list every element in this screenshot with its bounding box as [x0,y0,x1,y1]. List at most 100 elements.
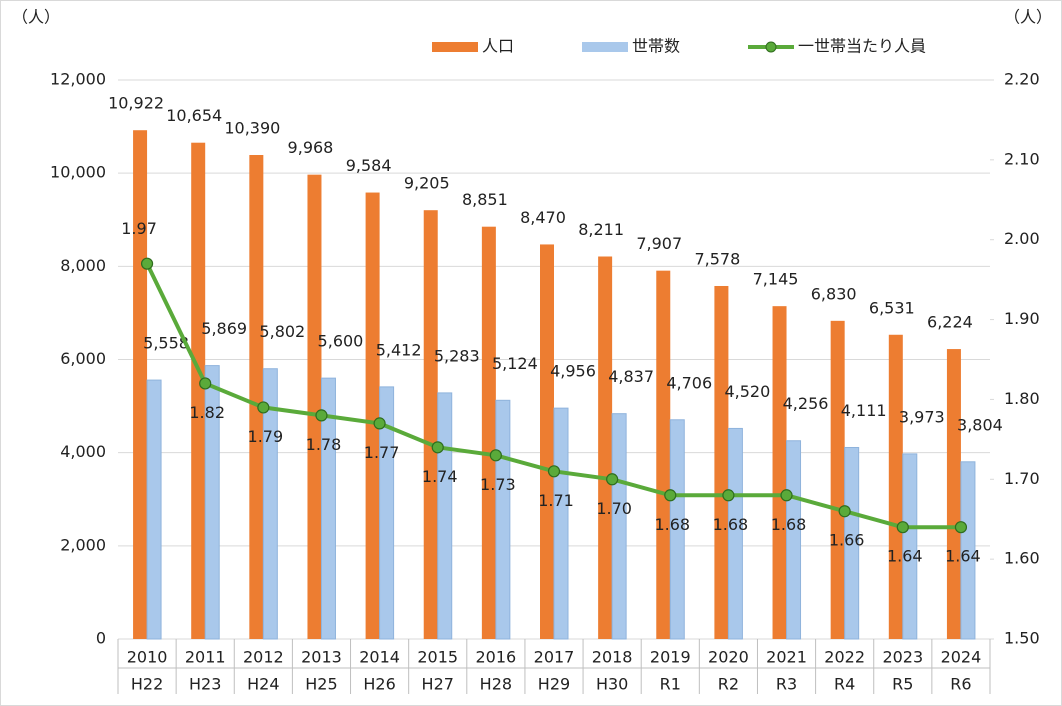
data-label: 4,837 [608,367,654,386]
bar [772,306,787,639]
bar [553,407,569,640]
y2-tick-label: 1.70 [1004,469,1040,488]
data-label: 10,390 [224,118,280,137]
data-label: 4,111 [841,401,887,420]
data-label: 5,124 [492,354,538,373]
data-label: 9,584 [346,156,392,175]
data-label: 8,470 [520,208,566,227]
data-label: 1.74 [422,467,458,486]
y-tick-label: 10,000 [50,163,106,182]
bar [946,349,961,639]
data-label: 1.70 [596,499,632,518]
bar [844,446,860,640]
data-label: 9,205 [404,174,450,193]
line-marker [315,409,328,422]
data-label: 8,211 [578,220,624,239]
y-tick-label: 0 [96,629,106,648]
data-label: 1.64 [945,547,981,566]
data-label: 10,654 [166,106,222,125]
bar [611,413,627,640]
x-tick-sublabel: R1 [660,675,681,694]
x-tick-sublabel: R4 [834,675,855,694]
y2-tick-label: 1.80 [1004,389,1040,408]
data-label: 7,145 [753,270,799,289]
x-tick-label: 2011 [185,648,226,667]
x-tick-label: 2018 [592,648,633,667]
x-tick-sublabel: H22 [131,675,163,694]
bar [191,142,206,639]
bar [960,461,976,640]
bar [669,419,685,640]
bar [598,256,613,639]
x-tick-sublabel: H24 [247,675,279,694]
data-label: 1.82 [189,403,225,422]
bar [656,270,671,639]
bar [786,440,802,640]
x-tick-sublabel: R2 [718,675,739,694]
data-label: 3,973 [899,407,945,426]
y2-tick-label: 2.00 [1004,229,1040,248]
y2-unit-label: （人） [1004,8,1052,27]
x-tick-label: 2014 [359,648,400,667]
line-marker [606,473,619,486]
x-tick-label: 2024 [941,648,982,667]
bar [249,154,264,640]
bar [714,285,729,639]
y-tick-label: 8,000 [60,256,106,275]
y2-tick-label: 2.20 [1004,70,1040,89]
data-label: 7,907 [636,234,682,253]
data-label: 5,283 [434,346,480,365]
data-label: 1.79 [248,427,284,446]
bar [902,453,918,640]
y-unit-label: （人） [12,8,60,27]
x-tick-sublabel: H26 [363,675,395,694]
x-tick-label: 2012 [243,648,284,667]
x-tick-sublabel: H29 [538,675,570,694]
legend-label: 一世帯当たり人員 [798,37,926,56]
y-tick-label: 6,000 [60,349,106,368]
line-marker [838,505,851,518]
legend-swatch [432,42,478,52]
y2-tick-label: 1.60 [1004,549,1040,568]
data-label: 6,224 [927,313,973,332]
data-label: 1.97 [121,219,157,238]
x-tick-label: 2015 [417,648,458,667]
data-label: 9,968 [288,138,334,157]
data-label: 1.77 [364,443,400,462]
bar [365,192,380,639]
bar [540,244,554,640]
x-tick-sublabel: R5 [892,675,913,694]
data-label: 5,412 [376,340,422,359]
bar [379,386,395,640]
data-label: 4,706 [666,373,712,392]
data-label: 1.68 [771,515,807,534]
data-label: 5,558 [143,334,189,353]
data-label: 10,922 [108,94,164,113]
x-tick-sublabel: H23 [189,675,221,694]
data-label: 6,830 [811,284,857,303]
y-tick-label: 2,000 [60,535,106,554]
x-tick-label: 2020 [708,648,749,667]
data-label: 5,869 [201,319,247,338]
line-marker [199,377,212,390]
bar [437,392,453,640]
x-tick-label: 2019 [650,648,691,667]
legend-swatch [582,42,628,52]
line-marker [664,489,677,502]
bar [423,210,438,639]
x-tick-label: 2017 [534,648,575,667]
line-marker [722,489,735,502]
data-label: 1.68 [654,515,690,534]
legend-label: 人口 [482,37,514,56]
line-marker [373,417,386,430]
data-label: 7,578 [694,249,740,268]
data-label: 1.78 [306,435,342,454]
line-marker [140,257,154,270]
x-tick-sublabel: R3 [776,675,797,694]
data-label: 5,600 [318,332,364,351]
line-marker [954,521,968,534]
x-tick-label: 2021 [766,648,807,667]
x-tick-sublabel: H30 [596,675,628,694]
